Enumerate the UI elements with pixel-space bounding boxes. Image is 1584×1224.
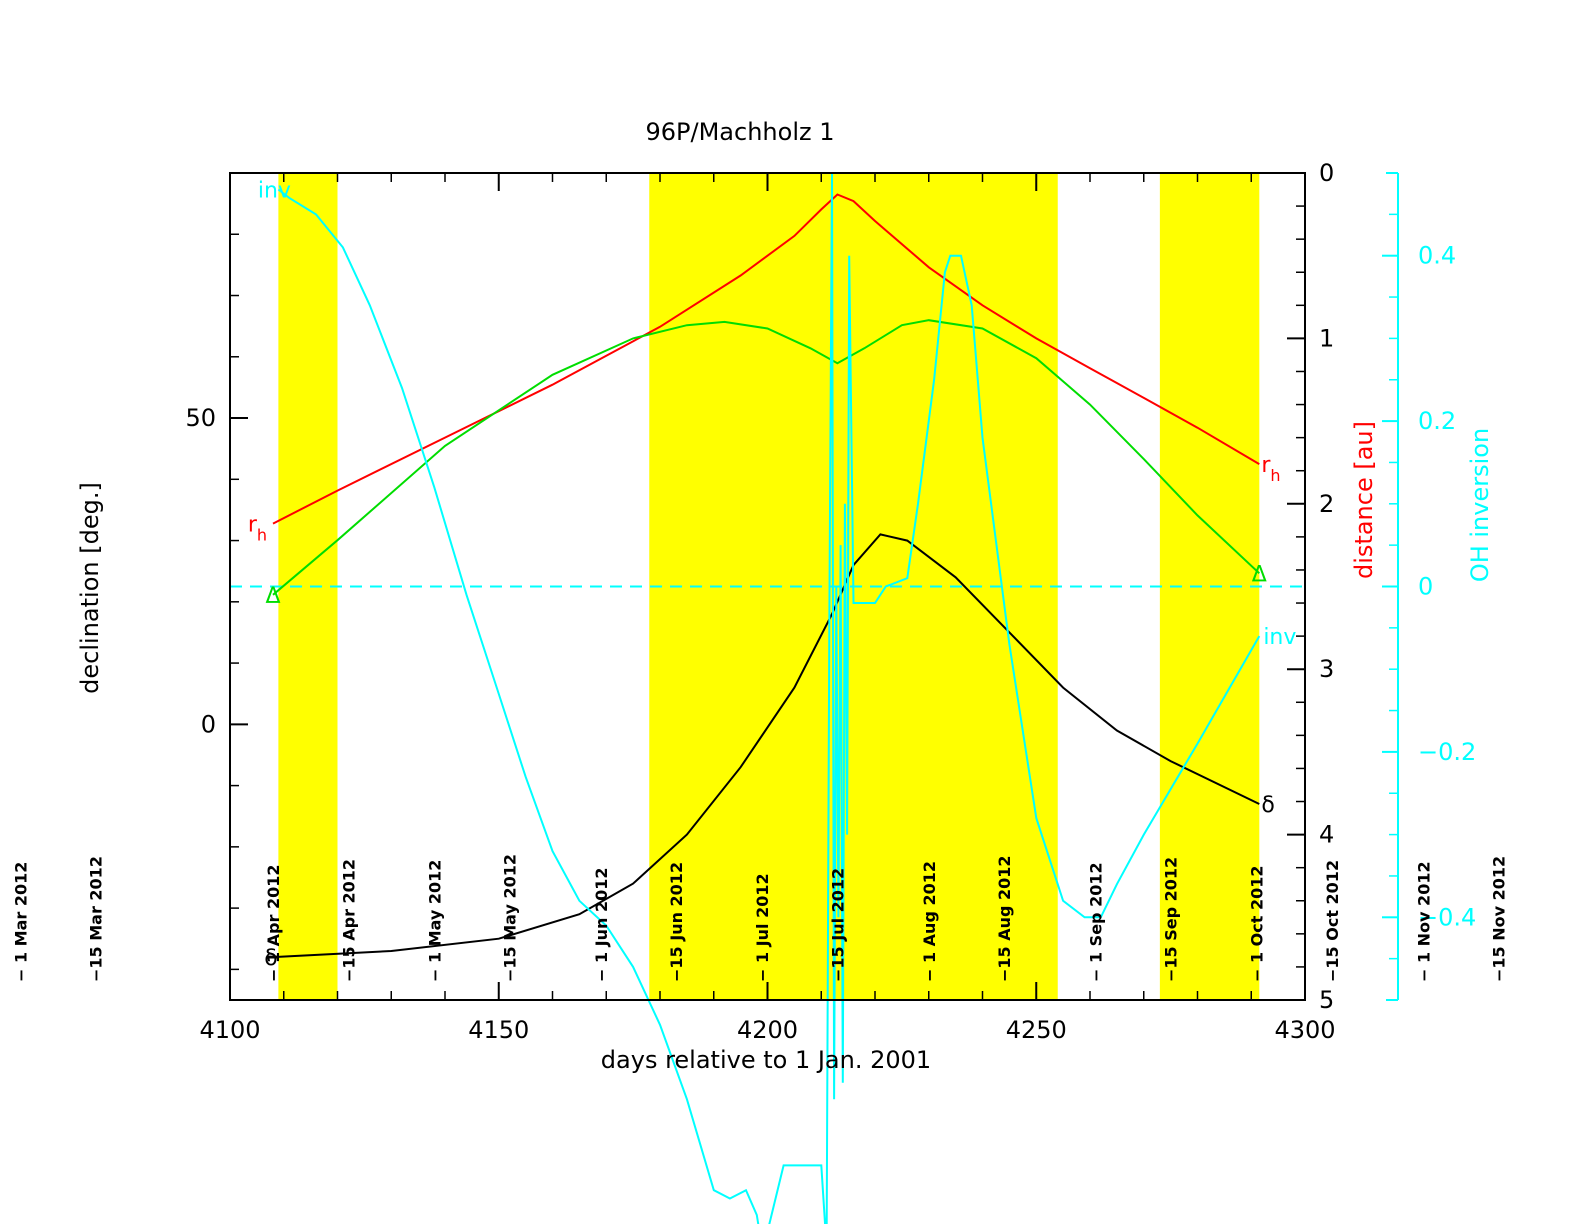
y-distance-tick-label: 0: [1319, 159, 1334, 187]
x-tick-label: 4300: [1274, 1016, 1335, 1044]
y-axis-title-distance: distance [au]: [1350, 421, 1378, 579]
date-marker-label: − 1 Sep 2012: [1086, 862, 1105, 982]
y-distance-tick-label: 4: [1319, 821, 1334, 849]
series-label-delta-start: Δ: [265, 584, 280, 609]
date-marker-label: −15 Aug 2012: [995, 855, 1014, 982]
series-label-inversion-end: inv: [1263, 625, 1296, 650]
date-marker-label: − 1 Aug 2012: [920, 861, 939, 982]
date-marker-label: − 1 May 2012: [425, 860, 444, 982]
date-marker-label: −15 Mar 2012: [87, 856, 106, 982]
date-marker-label: −15 Apr 2012: [339, 859, 358, 982]
x-tick-label: 4150: [468, 1016, 529, 1044]
date-marker-label: −15 May 2012: [501, 854, 520, 982]
series-line-declination: [272, 533, 1260, 959]
x-axis-title: days relative to 1 Jan. 2001: [601, 1046, 931, 1074]
series-line-delta: [272, 319, 1260, 596]
series-label-declination-start: δ: [264, 946, 277, 971]
y-inversion-tick-label: −0.2: [1418, 738, 1476, 766]
y-distance-tick-label: 1: [1319, 324, 1334, 352]
series-label-rh-start: rh: [248, 513, 267, 545]
y-inversion-tick-label: −0.4: [1418, 903, 1476, 931]
y-axis-title-inversion: OH inversion: [1466, 428, 1494, 582]
x-tick-label: 4200: [737, 1016, 798, 1044]
y-left-tick-label: 50: [185, 404, 216, 432]
date-marker-label: − 1 Jul 2012: [753, 873, 772, 982]
series-label-declination-end: δ: [1261, 793, 1274, 818]
y-left-tick-label: 0: [201, 710, 216, 738]
date-marker-label: − 1 Mar 2012: [11, 862, 30, 982]
y-inversion-tick-label: 0.2: [1418, 407, 1456, 435]
date-marker-label: −15 Jun 2012: [667, 862, 686, 982]
y-distance-tick-label: 5: [1319, 986, 1334, 1014]
series-label-inversion-start: inv: [258, 179, 291, 204]
date-marker-label: − 1 Nov 2012: [1414, 861, 1433, 982]
date-marker-label: − 1 Apr 2012: [264, 864, 283, 982]
date-marker-label: − 1 Oct 2012: [1248, 865, 1267, 982]
y-inversion-tick-label: 0: [1418, 573, 1433, 601]
series-label-delta-end: Δ: [1252, 562, 1267, 587]
shaded-band: [278, 173, 338, 1000]
x-tick-label: 4100: [199, 1016, 260, 1044]
y-distance-tick-label: 3: [1319, 655, 1334, 683]
date-marker-label: − 1 Jun 2012: [592, 867, 611, 982]
y-inversion-tick-label: 0.4: [1418, 242, 1456, 270]
date-marker-label: −15 Sep 2012: [1162, 857, 1181, 982]
date-marker-label: −15 Jul 2012: [828, 868, 847, 982]
x-tick-label: 4250: [1006, 1016, 1067, 1044]
date-marker-label: −15 Nov 2012: [1490, 856, 1509, 982]
series-line-rh: [272, 193, 1260, 525]
chart-title: 96P/Machholz 1: [646, 118, 835, 146]
series-label-rh-end: rh: [1261, 453, 1280, 485]
date-marker-label: −15 Oct 2012: [1323, 860, 1342, 982]
y-axis-title-declination: declination [deg.]: [76, 482, 104, 694]
y-distance-tick-label: 2: [1319, 490, 1334, 518]
